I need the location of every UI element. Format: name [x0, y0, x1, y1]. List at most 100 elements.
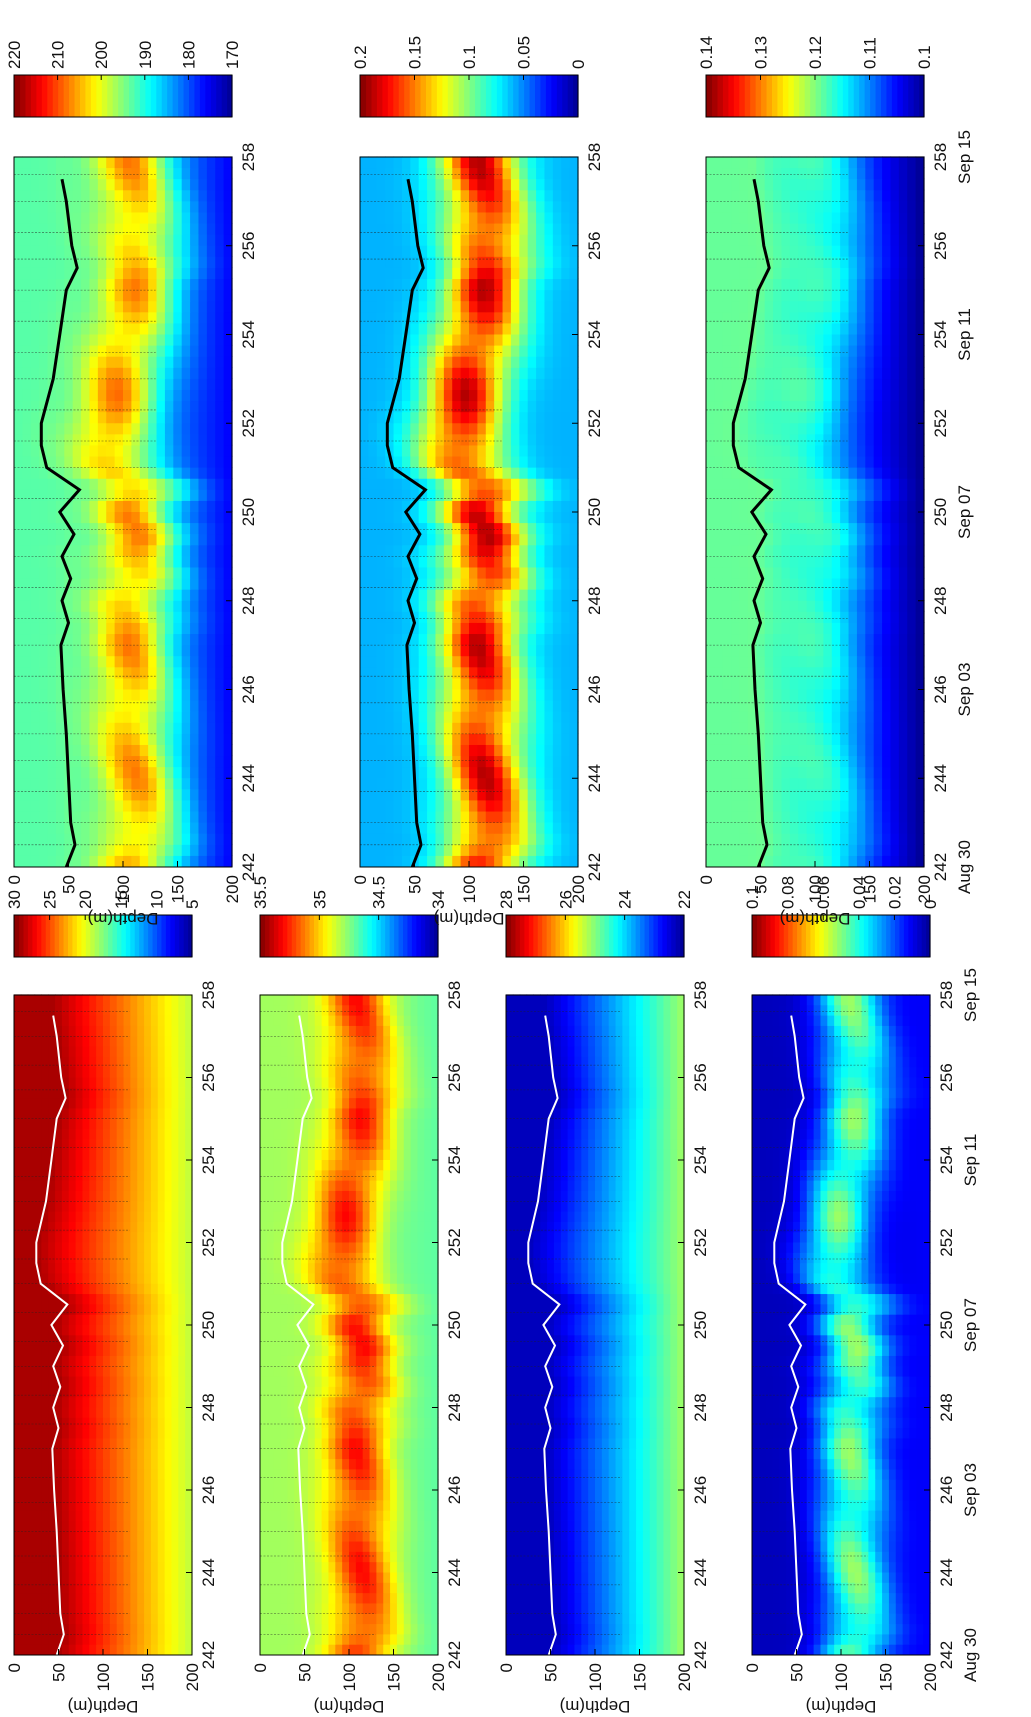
- heatmap-cell: [20, 1623, 29, 1635]
- heatmap-cell: [417, 1345, 425, 1356]
- heatmap-cell: [27, 1406, 36, 1418]
- heatmap-cell: [567, 1345, 576, 1356]
- heatmap-cell: [123, 1592, 131, 1604]
- heatmap-cell: [349, 1149, 357, 1160]
- heatmap-cell: [164, 1190, 173, 1202]
- heatmap-cell: [410, 1066, 419, 1078]
- heatmap-cell: [96, 1324, 104, 1336]
- heatmap-cell: [390, 1138, 398, 1150]
- heatmap-cell: [137, 1489, 145, 1501]
- heatmap-cell: [560, 1293, 569, 1305]
- heatmap-cell: [642, 1437, 651, 1449]
- heatmap-cell: [355, 1365, 364, 1377]
- heatmap-cell: [178, 1097, 186, 1109]
- heatmap-cell: [526, 1169, 534, 1181]
- heatmap-cell: [14, 1530, 22, 1542]
- heatmap-cell: [14, 1437, 22, 1449]
- heatmap-cell: [642, 1365, 651, 1377]
- heatmap-cell: [150, 1241, 159, 1253]
- colorbar-step: [111, 915, 117, 957]
- heatmap-cell: [533, 1293, 541, 1305]
- heatmap-cell: [677, 1159, 685, 1171]
- heatmap-cell: [595, 1520, 603, 1532]
- heatmap-cell: [581, 1448, 589, 1460]
- heatmap-cell: [75, 1056, 84, 1068]
- heatmap-cell: [307, 1479, 316, 1490]
- heatmap-cell: [369, 1644, 377, 1655]
- heatmap-cell: [266, 1004, 275, 1016]
- heatmap-cell: [335, 1365, 343, 1377]
- heatmap-cell: [164, 1045, 173, 1057]
- heatmap-cell: [14, 1252, 22, 1264]
- colorbar-step: [18, 915, 24, 957]
- heatmap-cell: [41, 1035, 49, 1047]
- heatmap-cell: [335, 1448, 343, 1460]
- heatmap-cell: [48, 1190, 56, 1202]
- heatmap-cell: [608, 1169, 617, 1181]
- heatmap-cell: [27, 1087, 36, 1099]
- heatmap-cell: [553, 1448, 562, 1460]
- heatmap-cell: [116, 1345, 125, 1356]
- heatmap-cell: [280, 1128, 288, 1140]
- heatmap-cell: [588, 1437, 596, 1449]
- heatmap-cell: [185, 1138, 193, 1150]
- heatmap-cell: [178, 1386, 186, 1398]
- heatmap-cell: [75, 1076, 84, 1088]
- heatmap-cell: [150, 1613, 159, 1625]
- heatmap-cell: [321, 1087, 330, 1099]
- heatmap-cell: [622, 1540, 630, 1552]
- heatmap-cell: [328, 1520, 336, 1532]
- heatmap-cell: [20, 1149, 29, 1160]
- heatmap-cell: [116, 1582, 125, 1594]
- heatmap-cell: [185, 1417, 193, 1429]
- heatmap-cell: [342, 1015, 350, 1026]
- heatmap-cell: [677, 1293, 685, 1305]
- heatmap-cell: [280, 1334, 288, 1346]
- heatmap-cell: [390, 1118, 398, 1130]
- heatmap-cell: [560, 1200, 569, 1212]
- heatmap-cell: [164, 1644, 173, 1655]
- heatmap-cell: [27, 1592, 36, 1604]
- heatmap-cell: [123, 1180, 131, 1191]
- heatmap-cell: [144, 1066, 152, 1078]
- heatmap-cell: [321, 1406, 330, 1418]
- heatmap-cell: [150, 1479, 159, 1490]
- heatmap-cell: [89, 1468, 97, 1480]
- heatmap-cell: [273, 1045, 282, 1057]
- heatmap-cell: [280, 1510, 288, 1521]
- heatmap-cell: [103, 1592, 111, 1604]
- heatmap-cell: [55, 1365, 63, 1377]
- heatmap-cell: [27, 1448, 36, 1460]
- heatmap-cell: [383, 1097, 391, 1109]
- heatmap-cell: [109, 1180, 118, 1191]
- heatmap-cell: [383, 1375, 391, 1387]
- heatmap-cell: [89, 1076, 97, 1088]
- heatmap-cell: [547, 1272, 555, 1284]
- colorbar-step: [433, 915, 439, 957]
- heatmap-cell: [369, 1076, 377, 1088]
- heatmap-cell: [164, 1613, 173, 1625]
- heatmap-cell: [82, 1107, 90, 1119]
- heatmap-cell: [34, 1613, 42, 1625]
- heatmap-cell: [519, 1540, 528, 1552]
- heatmap-cell: [663, 1633, 671, 1645]
- heatmap-cell: [677, 1107, 685, 1119]
- heatmap-cell: [376, 1097, 384, 1109]
- heatmap-cell: [588, 1314, 596, 1325]
- heatmap-cell: [68, 1499, 77, 1511]
- heatmap-cell: [89, 1355, 97, 1367]
- heatmap-cell: [629, 1118, 637, 1130]
- heatmap-cell: [103, 1138, 111, 1150]
- heatmap-cell: [41, 1468, 49, 1480]
- heatmap-cell: [540, 1303, 548, 1315]
- heatmap-cell: [82, 1190, 90, 1202]
- heatmap-cell: [349, 1262, 357, 1274]
- heatmap-cell: [410, 1025, 419, 1037]
- heatmap-cell: [512, 1334, 521, 1346]
- heatmap-cell: [622, 1221, 630, 1233]
- colorbar-step: [156, 915, 162, 957]
- heatmap-cell: [595, 1324, 603, 1336]
- heatmap-cell: [342, 994, 350, 1006]
- heatmap-cell: [383, 1540, 391, 1552]
- heatmap-cell: [20, 1180, 29, 1191]
